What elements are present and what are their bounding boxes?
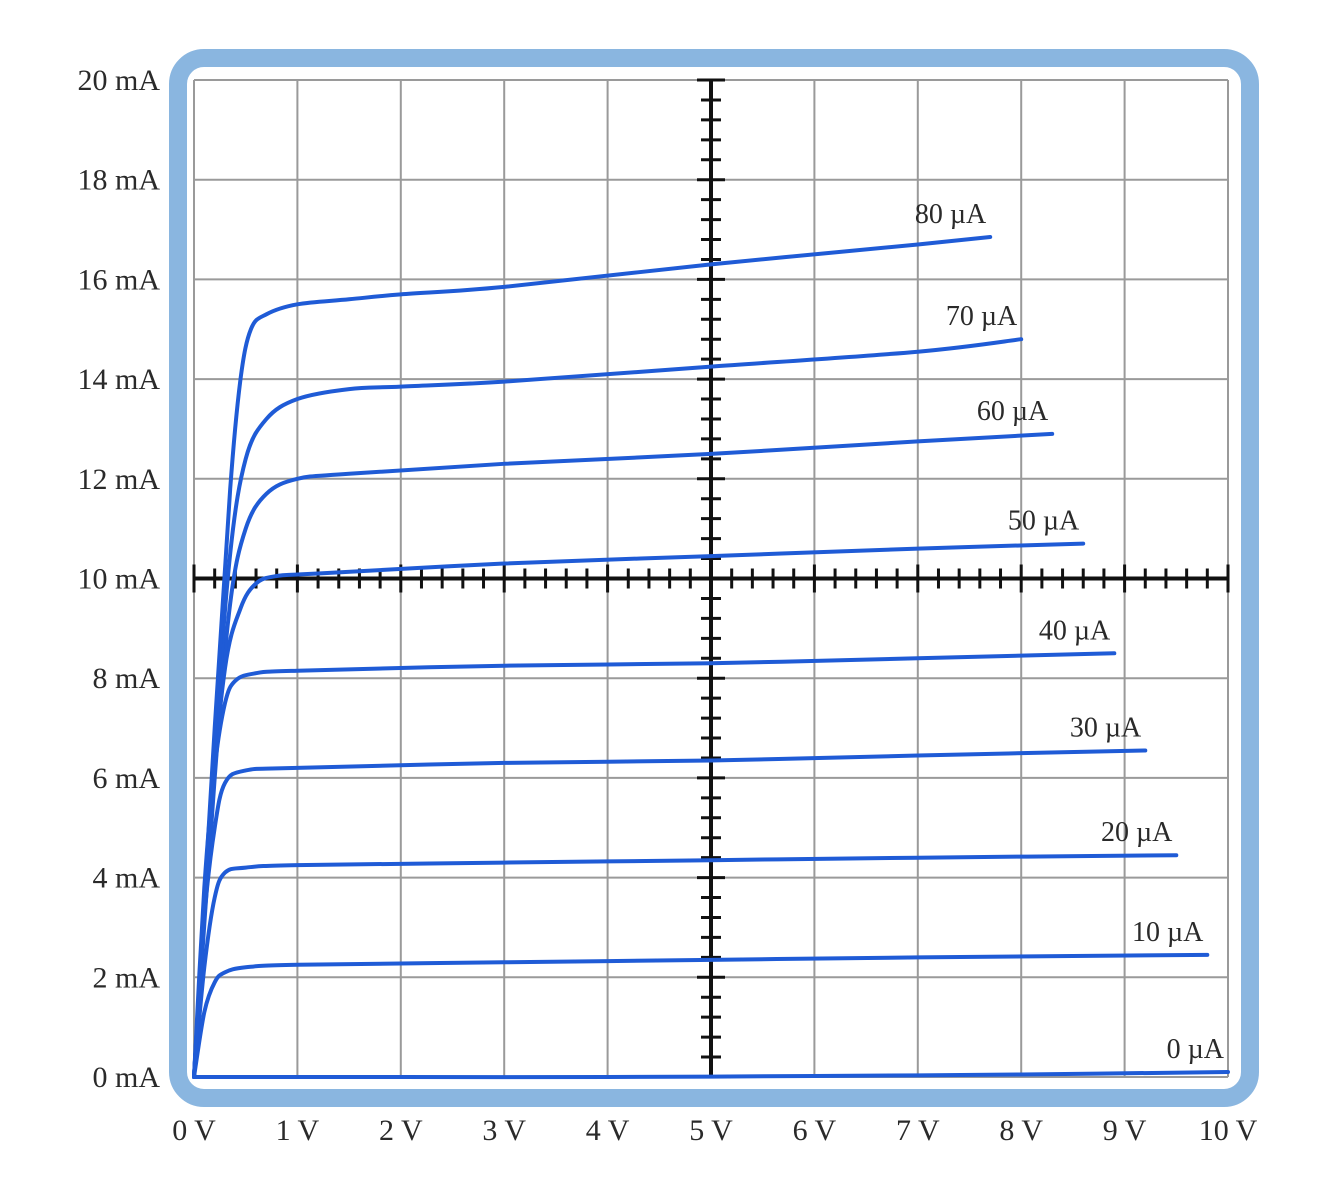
curve-label: 10 µA [1132,917,1204,948]
curve-3 [192,748,1148,1079]
curve-label: 20 µA [1101,817,1173,848]
curve-label: 50 µA [1008,506,1080,537]
x-tick-label: 5 V [689,1114,733,1147]
y-tick-label: 6 mA [93,762,161,795]
curves [192,235,1230,1080]
curve-label: 0 µA [1167,1034,1225,1065]
curve-2 [192,853,1179,1079]
y-tick-label: 16 mA [78,263,161,296]
y-tick-label: 14 mA [78,363,161,396]
x-tick-label: 4 V [586,1114,630,1147]
curve-label: 80 µA [915,199,987,230]
x-tick-labels: 0 V 1 V 2 V 3 V 4 V 5 V 6 V 7 V 8 V 9 V 10 V [172,1114,1257,1147]
curve-0 [192,1070,1230,1080]
curve-label: 60 µA [977,396,1049,427]
y-tick-label: 10 mA [78,563,161,596]
curve-5 [192,541,1086,1079]
x-tick-label: 3 V [482,1114,526,1147]
x-tick-label: 1 V [276,1114,320,1147]
screen-frame [169,49,1259,1107]
curve-8 [192,235,993,1079]
x-tick-label: 8 V [999,1114,1043,1147]
x-tick-label: 7 V [896,1114,940,1147]
curve-label: 70 µA [946,301,1018,332]
x-tick-label: 0 V [172,1114,216,1147]
x-tick-label: 6 V [793,1114,837,1147]
y-tick-label: 4 mA [93,862,161,895]
y-tick-label: 18 mA [78,164,161,197]
y-tick-labels: 0 mA 2 mA 4 mA 6 mA 8 mA 10 mA 12 mA 14 mA 16 mA… [78,64,161,1094]
y-tick-label: 2 mA [93,961,161,994]
y-tick-label: 12 mA [78,463,161,496]
curve-6 [192,431,1055,1079]
x-tick-label: 10 V [1199,1114,1258,1147]
curve-label: 30 µA [1070,712,1142,743]
x-tick-label: 9 V [1103,1114,1147,1147]
y-tick-label: 0 mA [93,1061,161,1094]
y-tick-label: 8 mA [93,662,161,695]
curve-labels: 0 µA 10 µA 20 µA 30 µA 40 µA 50 µA 60 µA 70 µA 8… [915,199,1225,1065]
curve-label: 40 µA [1039,615,1111,646]
y-tick-label: 20 mA [78,64,161,97]
curve-1 [192,952,1210,1079]
x-tick-label: 2 V [379,1114,423,1147]
crosshair [192,78,1230,1079]
